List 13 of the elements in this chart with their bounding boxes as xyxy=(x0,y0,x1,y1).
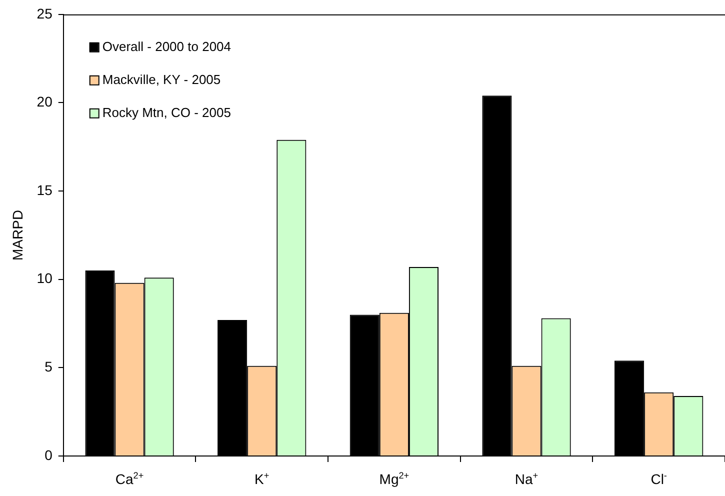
y-tick-label: 10 xyxy=(36,270,53,286)
x-tick-label: Cl- xyxy=(650,470,667,487)
legend-label: Rocky Mtn, CO - 2005 xyxy=(102,104,231,120)
legend-label: Mackville, KY - 2005 xyxy=(102,72,221,87)
y-tick-label: 20 xyxy=(36,94,53,110)
y-axis-title: MARPD xyxy=(9,210,26,260)
y-tick-label: 25 xyxy=(36,5,53,22)
y-tick-label: 15 xyxy=(36,182,53,198)
y-tick-label: 5 xyxy=(44,358,53,375)
legend-label: Overall - 2000 to 2004 xyxy=(102,38,232,54)
x-tick-label: Na+ xyxy=(514,470,538,487)
y-tick-label: 0 xyxy=(44,446,53,463)
x-tick-label: K+ xyxy=(254,470,270,487)
